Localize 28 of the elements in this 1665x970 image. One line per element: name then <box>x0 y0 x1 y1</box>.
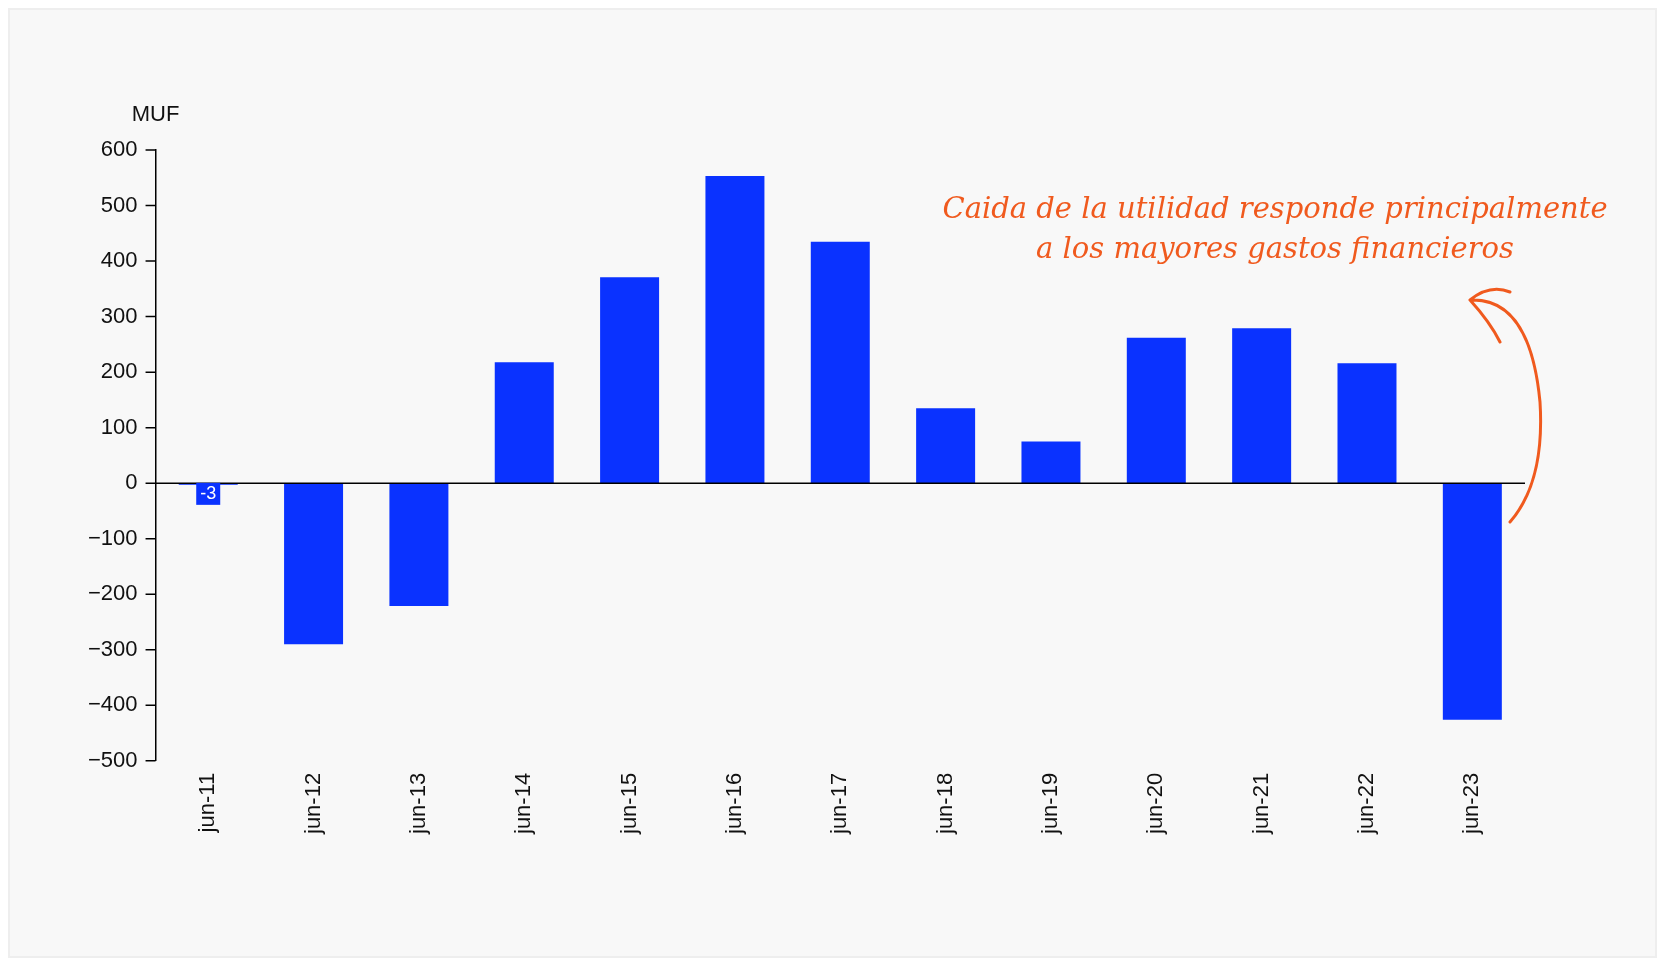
y-tick-label: 200 <box>100 358 138 384</box>
x-tick-label: jun-12 <box>299 772 325 835</box>
x-tick-label: jun-11 <box>194 772 220 834</box>
y-tick-label: 100 <box>100 413 138 439</box>
y-axis-title: MUF <box>131 101 180 127</box>
y-tick-label: −200 <box>87 580 138 606</box>
y-tick-label: 600 <box>100 136 138 162</box>
x-tick-label: jun-16 <box>721 772 746 835</box>
y-tick-label: −300 <box>87 635 138 661</box>
x-tick-label: jun-19 <box>1037 772 1063 835</box>
y-tick-label: −500 <box>87 746 138 772</box>
x-tick-label: jun-21 <box>1247 772 1273 835</box>
x-tick-label: jun-17 <box>826 772 852 835</box>
x-tick-label: jun-22 <box>1353 772 1379 835</box>
annotation: Caida de la utilidad responde principalmente a los mayores gastos financieros <box>942 190 1608 265</box>
x-tick-label: jun-13 <box>404 772 430 835</box>
y-tick-label: 400 <box>100 247 138 273</box>
x-tick-label: jun-20 <box>1142 772 1168 835</box>
y-tick-label: 0 <box>125 469 138 495</box>
x-tick-label: jun-15 <box>615 772 641 835</box>
y-tick-label: 500 <box>100 191 138 217</box>
x-tick-label: jun-23 <box>1458 772 1484 835</box>
data-label: -3 <box>200 482 217 503</box>
y-tick-label: −100 <box>87 524 138 550</box>
y-tick-label: 300 <box>100 302 138 328</box>
y-tick-label: −400 <box>87 691 138 717</box>
x-tick-label: jun-14 <box>510 772 536 835</box>
x-tick-label: jun-18 <box>931 772 957 835</box>
